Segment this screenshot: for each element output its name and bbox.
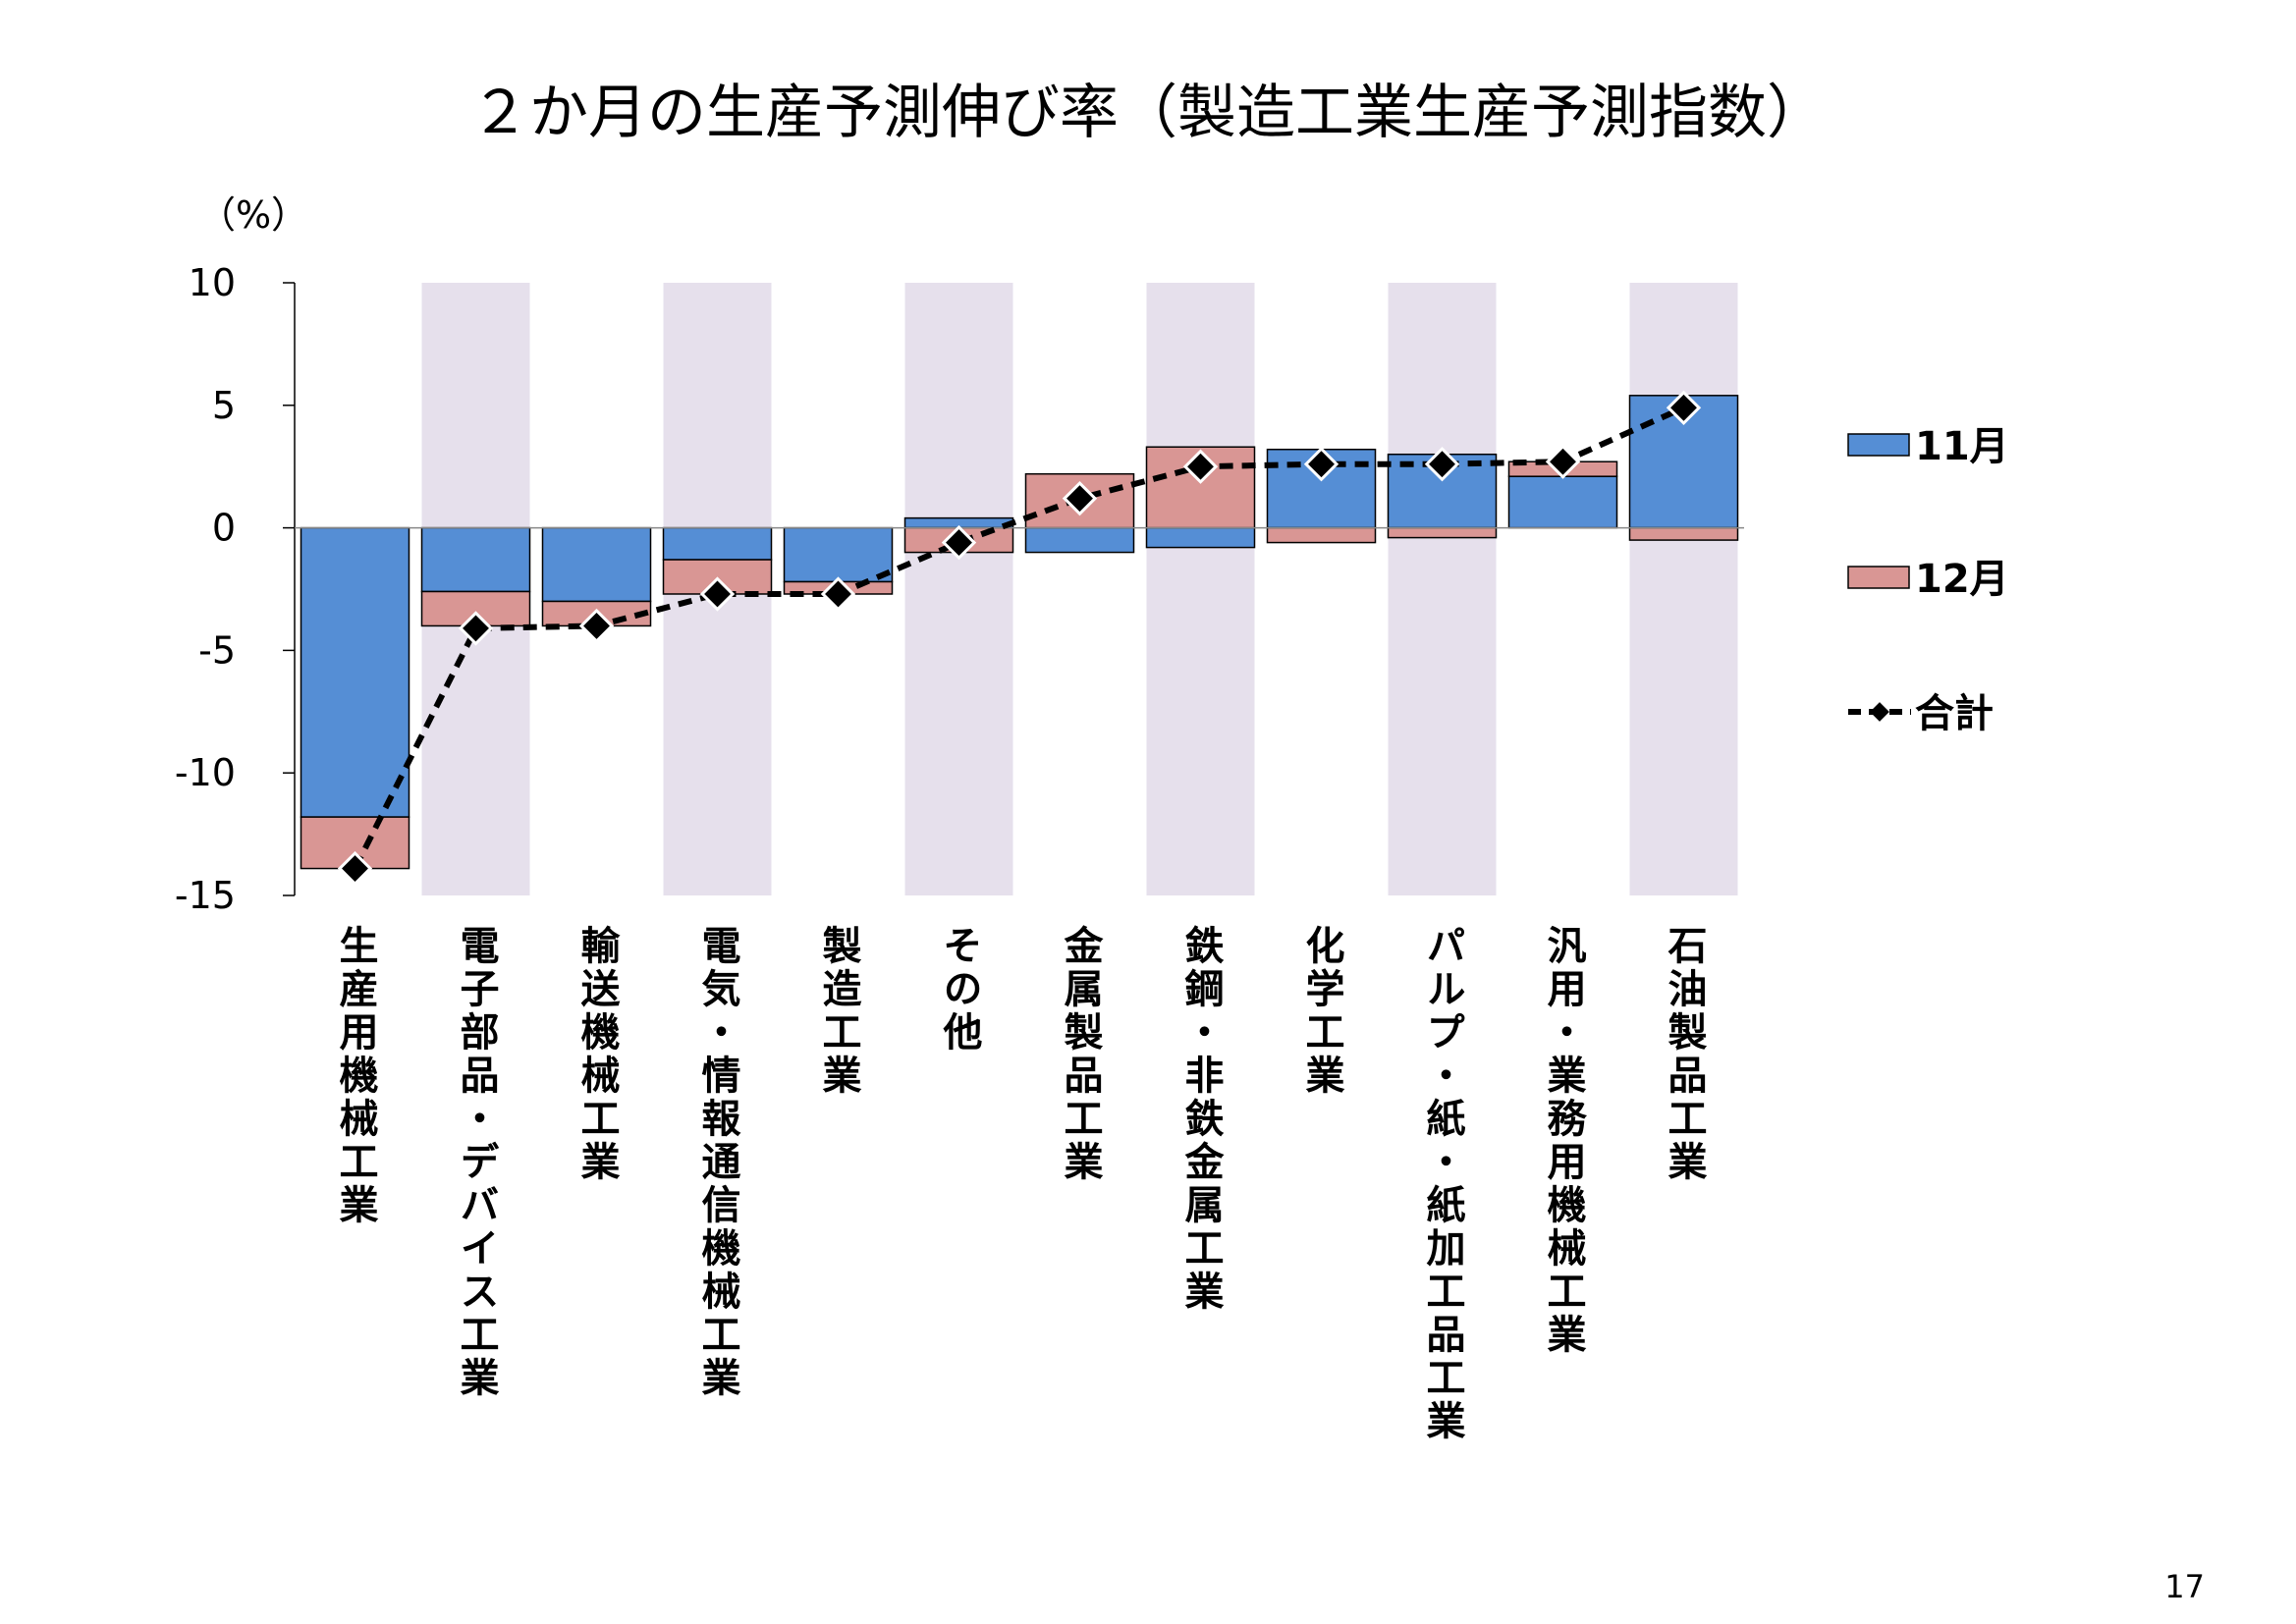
total-polyline [352,405,1685,870]
chart-title: ２か月の生産予測伸び率（製造工業生産予測指数） [470,79,1826,147]
bar-11 [783,526,894,583]
bar-11 [1024,526,1135,554]
shade-band [904,283,1013,895]
legend-swatch-12 [1847,566,1910,589]
total-marker [578,608,615,644]
total-marker [1303,447,1339,482]
y-tick-label: -5 [198,628,236,672]
legend-marker-total [1870,702,1889,722]
bar-12 [1628,526,1739,541]
total-marker [820,576,856,612]
category-label: 電子部品・デバイス工業 [454,925,500,1400]
page-number: 17 [2164,1568,2205,1605]
bar-11 [420,526,531,593]
y-tick-label: 0 [212,507,236,550]
total-marker [1545,444,1581,479]
bar-11 [541,526,652,603]
category-label: 製造工業 [816,925,862,1098]
category-label: 鉄鋼・非鉄金属工業 [1178,925,1226,1314]
bar-11 [662,526,773,561]
shade-band [1146,283,1255,895]
category-label: 汎用・業務用機械工業 [1541,925,1587,1357]
total-marker [1666,390,1702,425]
y-unit-label: （%） [198,193,308,237]
category-labels: 生産用機械工業 電子部品・デバイス工業 輸送機械工業 電気・情報通信機械工業 製造工業 そ… [333,924,1708,1443]
y-axis: 10 5 0 -5 -10 -15 [175,261,296,917]
total-marker [458,611,494,646]
y-tick-label: -10 [175,751,236,794]
bar-11 [1145,526,1256,549]
category-label: 金属製品工業 [1058,924,1105,1184]
total-marker [1424,447,1460,482]
bars [300,395,1739,870]
legend-label-total: 合計 [1915,691,1994,736]
category-label: 輸送機械工業 [574,925,621,1184]
shade-band [1629,283,1738,895]
total-marker [337,850,373,887]
total-line [337,390,1702,887]
bar-11 [1507,475,1618,529]
bar-12 [1266,526,1377,544]
category-label: 石油製品工業 [1662,925,1708,1184]
category-label: 化学工業 [1299,925,1345,1098]
total-marker [941,524,977,561]
bar-12 [1387,526,1498,539]
shaded-bands [421,283,1738,895]
total-marker [699,576,736,612]
legend-swatch-11 [1847,433,1910,457]
total-marker [1182,449,1219,484]
bar-11 [300,526,410,818]
category-label: パルプ・紙・紙加工品工業 [1420,925,1466,1443]
y-tick-label: -15 [175,874,236,917]
category-label: 電気・情報通信機械工業 [695,925,741,1400]
total-marker [1062,480,1098,516]
legend-label-12: 12月 [1915,557,2009,602]
y-tick-label: 5 [212,384,236,427]
shade-band [1388,283,1497,895]
legend-label-11: 11月 [1915,424,2009,469]
category-label: 生産用機械工業 [333,925,379,1227]
legend: 11月 12月 合計 [1847,424,2009,736]
y-tick-label: 10 [189,261,236,304]
category-label: その他 [937,925,984,1055]
